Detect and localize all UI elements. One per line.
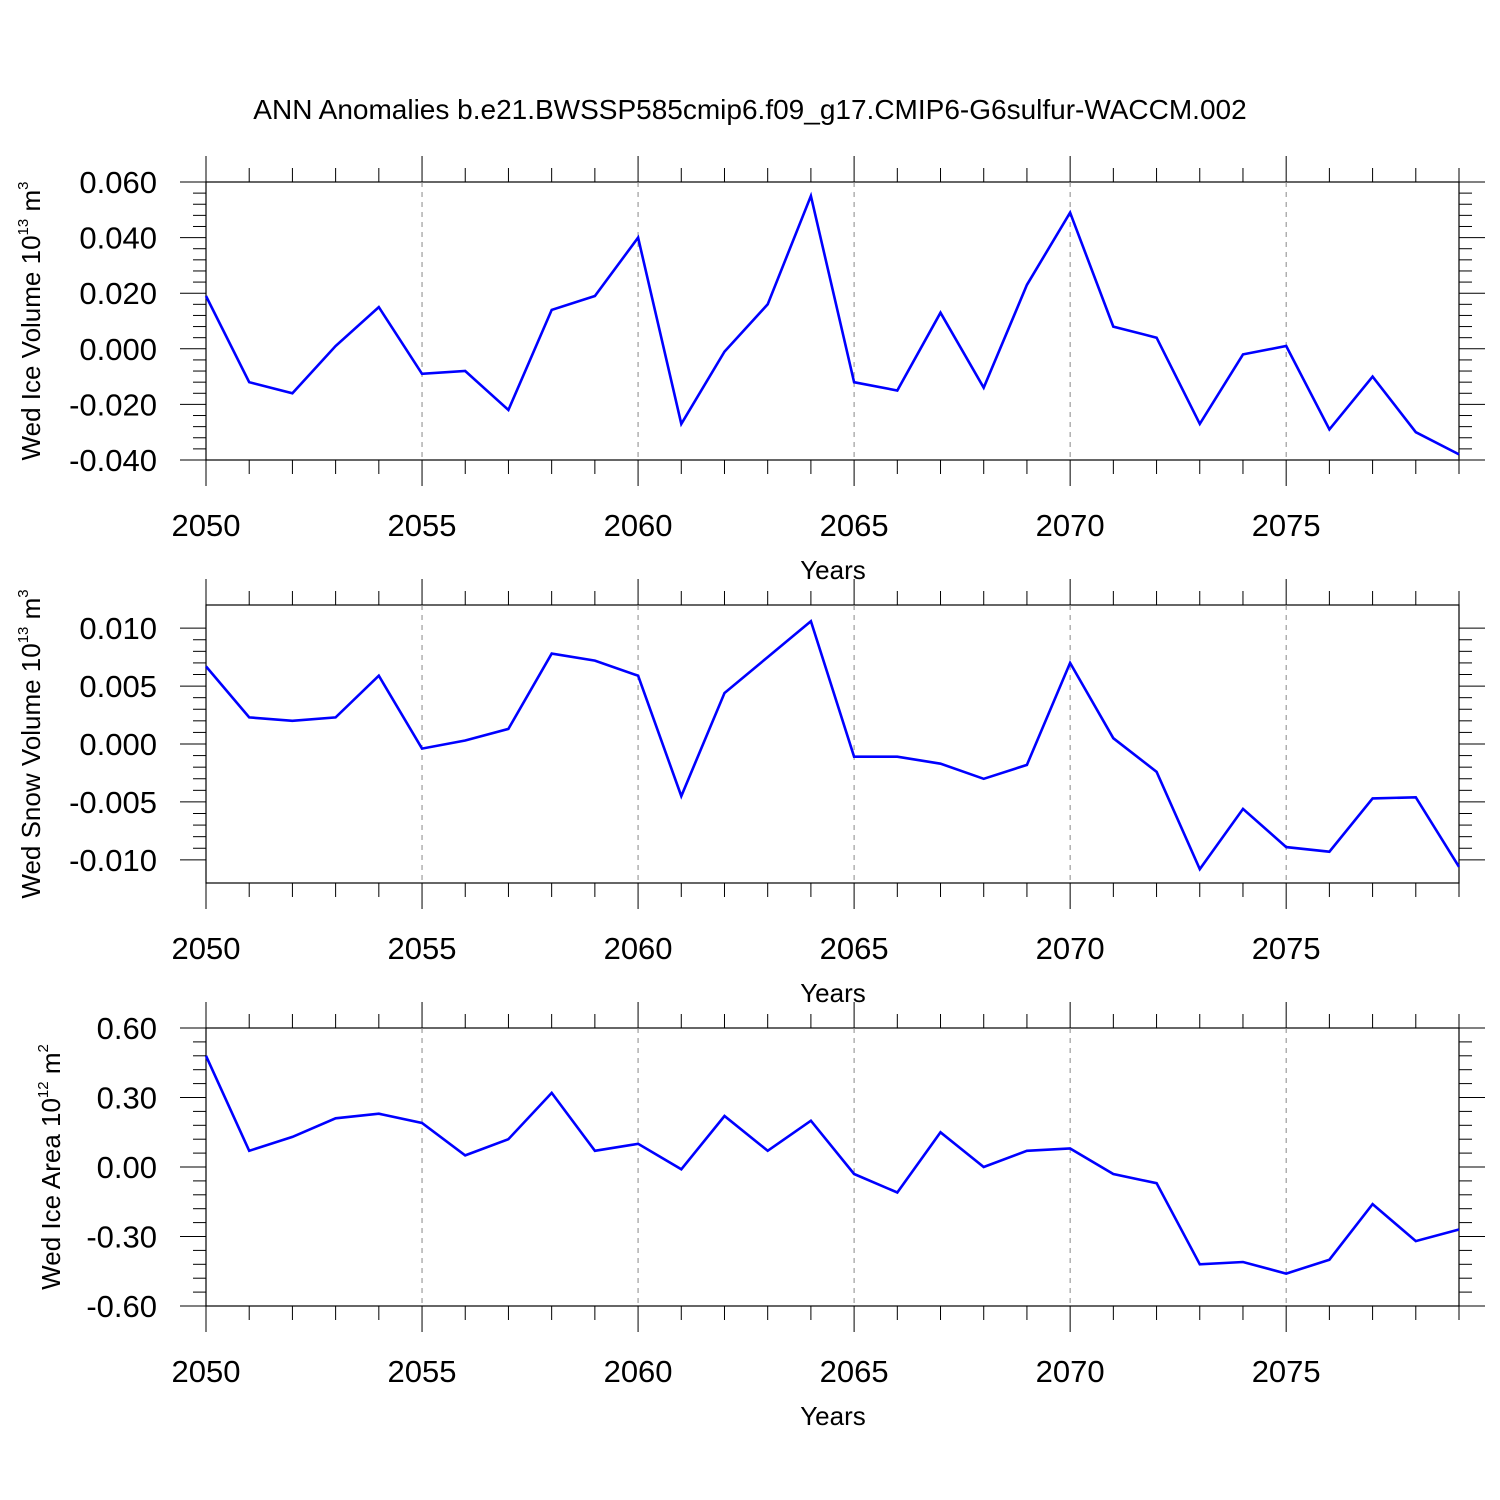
y-axis-label-text: Wed Ice Volume 10	[16, 235, 46, 460]
x-tick-label: 2075	[1252, 931, 1321, 966]
y-axis-label: Wed Ice Volume 1013 m3	[15, 182, 46, 461]
x-tick-label: 2050	[172, 931, 241, 966]
y-tick-label: 0.010	[79, 611, 157, 646]
x-tick-label: 2075	[1252, 508, 1321, 543]
x-tick-label: 2055	[388, 508, 457, 543]
y-tick-label: -0.020	[69, 387, 157, 422]
y-tick-label: 0.000	[79, 332, 157, 367]
x-tick-label: 2075	[1252, 1354, 1321, 1389]
y-axis-label: Wed Ice Area 1012 m2	[35, 1044, 66, 1290]
x-tick-label: 2065	[820, 931, 889, 966]
series-line	[204, 1055, 1460, 1275]
y-axis-label-exponent: 12	[35, 1081, 52, 1098]
y-tick-label: 0.000	[79, 727, 157, 762]
x-tick-label: 2055	[388, 931, 457, 966]
y-tick-label: -0.040	[69, 443, 157, 478]
x-axis-label: Years	[800, 1401, 866, 1431]
y-tick-label: 0.040	[79, 221, 157, 256]
figure-title: ANN Anomalies b.e21.BWSSP585cmip6.f09_g1…	[253, 94, 1246, 125]
y-tick-label: 0.020	[79, 276, 157, 311]
y-tick-label: -0.010	[69, 843, 157, 878]
panel-ice-volume: 2050 2055 2060 2065 2070 2075 -0.040 -0.020 0.00…	[15, 156, 1485, 585]
y-axis-label-unit: m	[16, 190, 46, 219]
x-tick-label: 2060	[604, 508, 673, 543]
x-axis-label: Years	[800, 555, 866, 585]
x-tick-label: 2070	[1036, 931, 1105, 966]
x-tick-label: 2070	[1036, 1354, 1105, 1389]
y-tick-label: 0.30	[97, 1081, 157, 1116]
y-axis-label-exponent: 13	[15, 219, 32, 236]
x-tick-label: 2065	[820, 1354, 889, 1389]
y-axis-label-unit-exponent: 3	[15, 589, 32, 597]
x-tick-label: 2055	[388, 1354, 457, 1389]
y-tick-label: 0.060	[79, 165, 157, 200]
y-tick-label: 0.00	[97, 1150, 157, 1185]
y-tick-label: -0.30	[86, 1220, 157, 1255]
x-tick-label: 2060	[604, 931, 673, 966]
x-tick-label: 2050	[172, 1354, 241, 1389]
y-axis-label-unit: m	[16, 598, 46, 627]
plot-frame	[205, 604, 1460, 884]
plot-frame	[205, 181, 1460, 461]
y-axis-label-unit: m	[36, 1053, 66, 1082]
series-line	[204, 191, 1460, 456]
y-axis-label-text: Wed Snow Volume 10	[16, 643, 46, 898]
x-tick-label: 2050	[172, 508, 241, 543]
y-tick-label: -0.60	[86, 1289, 157, 1324]
x-tick-label: 2060	[604, 1354, 673, 1389]
y-axis-label-unit-exponent: 3	[15, 182, 32, 190]
x-tick-label: 2070	[1036, 508, 1105, 543]
x-tick-label: 2065	[820, 508, 889, 543]
y-axis-label-unit-exponent: 2	[35, 1044, 52, 1052]
y-tick-label: 0.60	[97, 1011, 157, 1046]
series-line	[205, 618, 1461, 872]
panel-ice-area: 2050 2055 2060 2065 2070 2075 -0.60 -0.30 0.00 0.…	[35, 1002, 1485, 1431]
y-axis-label-text: Wed Ice Area 10	[36, 1098, 66, 1290]
y-axis-label: Wed Snow Volume 1013 m3	[15, 589, 46, 898]
y-axis-label-exponent: 13	[15, 627, 32, 644]
y-tick-label: 0.005	[79, 669, 157, 704]
x-axis-label: Years	[800, 978, 866, 1008]
y-tick-label: -0.005	[69, 785, 157, 820]
plot-frame	[205, 1027, 1460, 1307]
panel-snow-volume: 2050 2055 2060 2065 2070 2075 -0.010 -0.005 0.00…	[15, 579, 1485, 1008]
